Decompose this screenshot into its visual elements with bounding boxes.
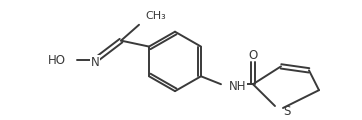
Text: O: O	[248, 49, 258, 62]
Text: CH₃: CH₃	[145, 11, 166, 21]
Text: N: N	[90, 56, 100, 69]
Text: S: S	[283, 105, 291, 118]
Text: HO: HO	[48, 54, 66, 67]
Text: NH: NH	[229, 80, 247, 93]
